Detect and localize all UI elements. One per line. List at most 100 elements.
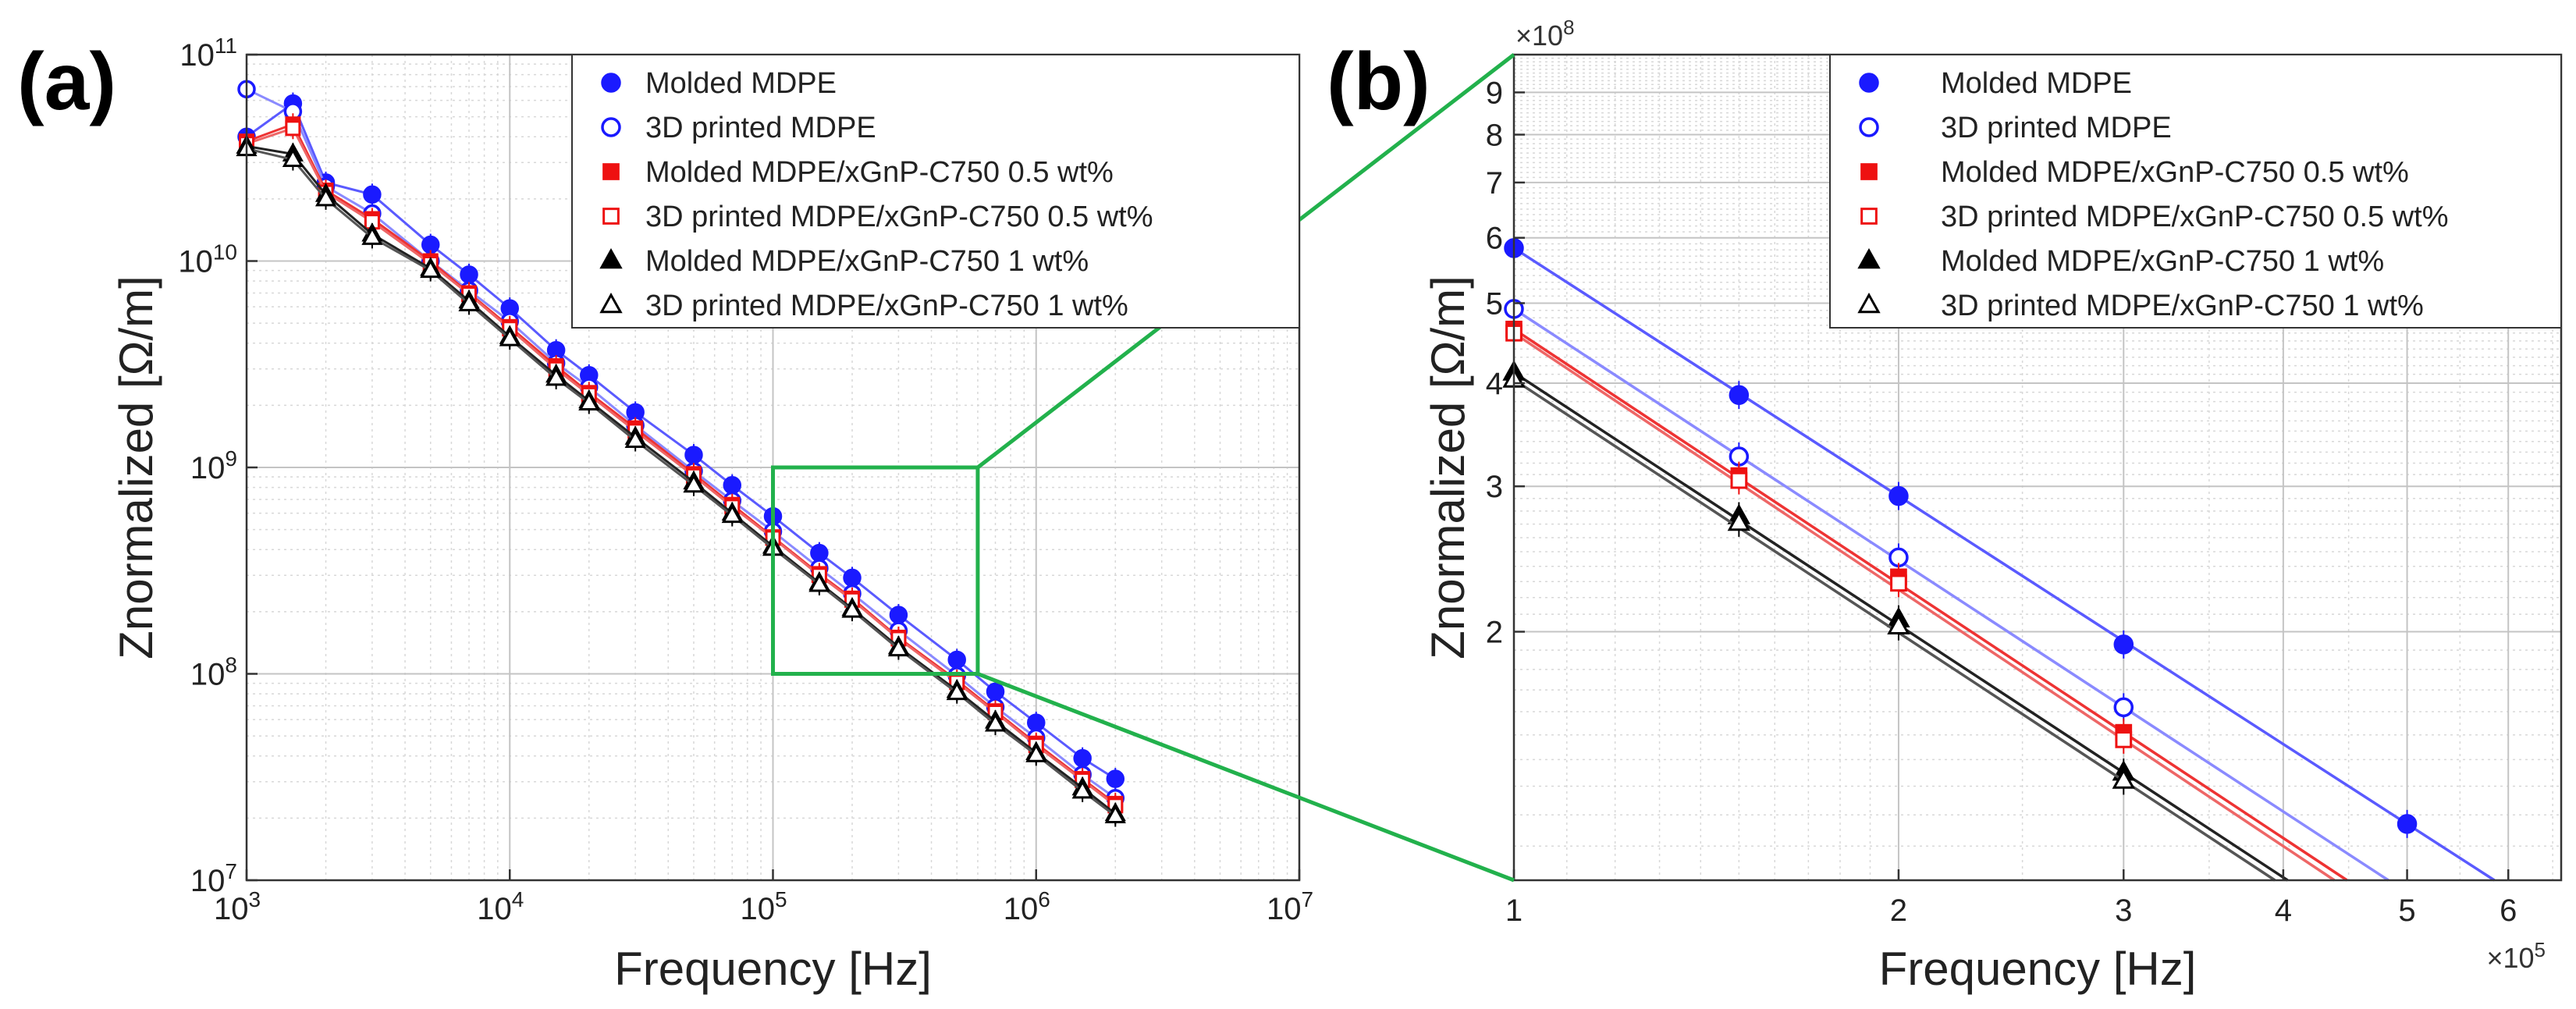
tick-base: 10 — [190, 451, 226, 485]
series-5 — [236, 137, 1126, 827]
data-point-s5-3 — [2112, 768, 2135, 789]
y-tick-label: 1010 — [178, 240, 237, 279]
y-tick-label: 108 — [190, 653, 237, 692]
data-point-s3-1 — [1730, 471, 1748, 489]
legend-panel-b: Molded MDPE 3D printed MDPE Molded MDPE/xG… — [1829, 54, 2562, 329]
x-tick-label: 4 — [2275, 894, 2292, 928]
legend-item: 3D printed MDPE — [601, 112, 876, 144]
legend-item: 3D printed MDPE/xGnP-C750 1 wt% — [1857, 290, 2424, 322]
legend-label: Molded MDPE/xGnP-C750 0.5 wt% — [645, 156, 1114, 189]
data-point-slegend-2-2 — [602, 163, 620, 180]
legend-label: 3D printed MDPE — [645, 112, 876, 144]
y-tick-label: 4 — [1486, 367, 1503, 401]
legend-label: Molded MDPE/xGnP-C750 1 wt% — [645, 245, 1089, 278]
data-point-s5-3 — [361, 226, 383, 245]
tick-base: 10 — [1004, 892, 1039, 926]
series-line-3 — [1513, 332, 2336, 882]
legend-label: Molded MDPE — [1941, 67, 2132, 100]
panel-b-tag: (b) — [1327, 37, 1430, 127]
data-point-s0-20 — [1106, 769, 1125, 788]
x-multiplier: ×105 — [2486, 938, 2546, 974]
data-point-slegend-0-0 — [601, 73, 621, 93]
data-point-s5-1 — [282, 147, 304, 168]
tick-exponent: 7 — [225, 859, 237, 883]
legend-label: 3D printed MDPE/xGnP-C750 1 wt% — [1941, 290, 2424, 322]
tick-exponent: 11 — [215, 34, 237, 58]
data-point-s5-10 — [683, 473, 705, 493]
data-point-s5-5 — [458, 292, 480, 311]
tick-exponent: 9 — [225, 446, 237, 471]
tick-base: 10 — [214, 892, 249, 926]
data-point-slegend-5-5 — [1857, 292, 1881, 314]
data-point-s5-2 — [314, 187, 337, 207]
y-tick-label: 109 — [190, 446, 237, 485]
data-point-s0-1 — [1729, 385, 1750, 405]
x-tick-label: 107 — [1267, 887, 1313, 926]
y-tick-label: 2 — [1486, 616, 1503, 650]
y-tick-label: 8 — [1486, 119, 1503, 153]
multiplier-exponent: 5 — [2535, 938, 2546, 961]
legend-box — [571, 54, 1300, 329]
data-point-s0-3 — [363, 185, 382, 204]
legend-box — [1829, 54, 2562, 329]
data-point-s5-4 — [420, 258, 442, 279]
ticks — [245, 53, 1301, 882]
legend-label: Molded MDPE/xGnP-C750 0.5 wt% — [1941, 156, 2409, 189]
series-line-1 — [1513, 307, 2389, 882]
data-point-s0-2 — [1888, 485, 1909, 506]
zoom-box — [771, 465, 980, 676]
legend-item: 3D printed MDPE/xGnP-C750 0.5 wt% — [602, 201, 1153, 233]
data-point-slegend-4-4 — [1857, 247, 1881, 269]
data-point-s5-13 — [808, 573, 830, 592]
tick-base: 10 — [1267, 892, 1302, 926]
y-tick-label: 3 — [1486, 470, 1503, 504]
tick-base: 10 — [190, 864, 226, 898]
x-tick-label: 106 — [1004, 887, 1050, 926]
data-point-s5-7 — [545, 367, 567, 386]
tick-exponent: 10 — [213, 240, 237, 265]
data-point-s5-6 — [499, 327, 521, 346]
legend-label: 3D printed MDPE/xGnP-C750 1 wt% — [645, 290, 1128, 322]
data-point-s5-11 — [721, 503, 743, 524]
data-point-slegend-4-4 — [599, 247, 623, 269]
legend-label: 3D printed MDPE/xGnP-C750 0.5 wt% — [645, 201, 1153, 233]
y-tick-label: 5 — [1486, 286, 1503, 321]
legend-label: Molded MDPE — [645, 67, 837, 100]
x-tick-label: 5 — [2398, 894, 2415, 928]
x-tick-label: 105 — [740, 887, 787, 926]
tick-base: 10 — [740, 892, 775, 926]
x-tick-label: 3 — [2115, 894, 2132, 928]
x-tick-label: 2 — [1890, 894, 1907, 928]
data-point-s5-16 — [946, 680, 968, 701]
series-line-0 — [1513, 247, 2496, 882]
data-point-slegend-0-0 — [1859, 73, 1879, 93]
legend-item: Molded MDPE/xGnP-C750 0.5 wt% — [1860, 156, 2409, 189]
legend-item: Molded MDPE — [601, 67, 837, 100]
y-axis-label: Znormalized [Ω/m] — [1422, 275, 1474, 659]
tick-base: 10 — [179, 38, 215, 73]
x-tick-label: 1 — [1505, 894, 1523, 928]
legend-item: Molded MDPE/xGnP-C750 1 wt% — [599, 245, 1089, 278]
tick-exponent: 8 — [225, 653, 237, 677]
legend-item: 3D printed MDPE/xGnP-C750 0.5 wt% — [1860, 201, 2449, 233]
data-point-s0-4 — [2397, 814, 2418, 834]
data-point-slegend-1-1 — [601, 117, 621, 137]
series-0 — [1504, 233, 2496, 882]
series-group — [1502, 233, 2496, 882]
tick-exponent: 7 — [1301, 887, 1313, 911]
data-point-slegend-3-3 — [602, 208, 620, 225]
y-tick-label: 9 — [1486, 76, 1503, 110]
tick-exponent: 4 — [512, 887, 524, 911]
legend-item: 3D printed MDPE — [1859, 112, 2172, 144]
data-point-s5-17 — [984, 712, 1007, 732]
y-axis-label: Znormalized [Ω/m] — [110, 275, 162, 659]
panel-a-tag: (a) — [17, 37, 116, 127]
tick-base: 10 — [477, 892, 512, 926]
y-tick-label: 107 — [190, 859, 237, 898]
data-point-slegend-1-1 — [1859, 117, 1879, 137]
data-point-s5-18 — [1025, 743, 1047, 762]
data-point-s5-14 — [841, 599, 863, 618]
legend-panel-a: Molded MDPE 3D printed MDPE Molded MDPE/xG… — [571, 54, 1300, 329]
legend-item: Molded MDPE/xGnP-C750 0.5 wt% — [602, 156, 1114, 189]
